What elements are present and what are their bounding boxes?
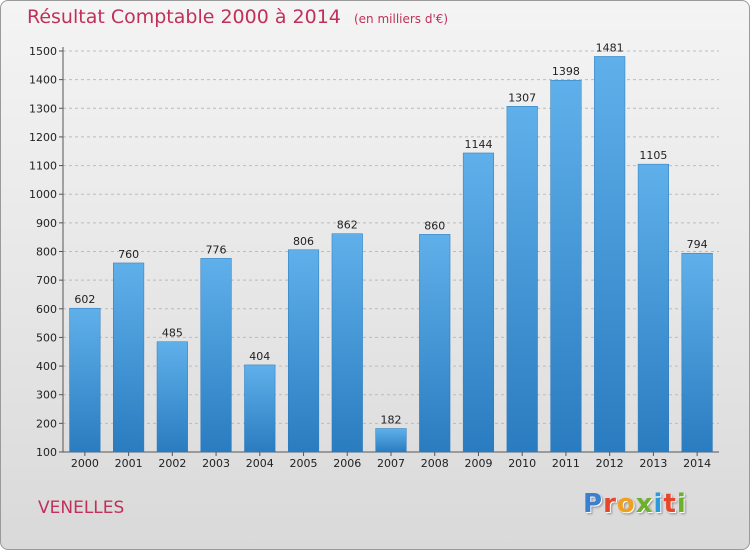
proxiti-logo: Proxiti	[583, 489, 687, 519]
chart-subtitle: (en milliers d'€)	[353, 12, 449, 26]
y-tick-label: 1100	[29, 160, 57, 173]
value-label-2000: 602	[74, 293, 95, 306]
value-label-2013: 1105	[639, 149, 667, 162]
bar-2014	[681, 252, 713, 453]
x-tick-label-2002: 2002	[158, 457, 186, 470]
x-tick-label-2007: 2007	[377, 457, 405, 470]
value-label-2003: 776	[206, 243, 227, 256]
bar-2013	[637, 163, 669, 453]
bar-2006	[331, 233, 363, 453]
x-tick-label-2009: 2009	[464, 457, 492, 470]
bar-2008	[419, 234, 451, 453]
bar-2003	[200, 258, 232, 453]
y-tick-label: 500	[36, 331, 57, 344]
y-tick-label: 1400	[29, 74, 57, 87]
bar-2000	[69, 307, 101, 453]
chart-title-block: Résultat Comptable 2000 à 2014 (en milli…	[27, 6, 448, 28]
y-tick-label: 900	[36, 217, 57, 230]
x-tick-label-2013: 2013	[639, 457, 667, 470]
y-tick-label: 300	[36, 389, 57, 402]
bar-2007	[375, 428, 407, 453]
value-label-2002: 485	[162, 327, 183, 340]
x-tick-label-2005: 2005	[290, 457, 318, 470]
logo-letter: r	[603, 489, 617, 519]
y-tick-label: 600	[36, 303, 57, 316]
y-tick-label: 100	[36, 446, 57, 459]
bar-2004	[244, 364, 276, 453]
logo-letter: i	[653, 489, 664, 519]
y-tick-label: 1300	[29, 102, 57, 115]
value-label-2005: 806	[293, 235, 314, 248]
x-tick-label-2011: 2011	[552, 457, 580, 470]
bar-2009	[462, 152, 495, 453]
value-label-2001: 760	[118, 248, 139, 261]
y-tick-label: 1500	[29, 45, 57, 58]
value-label-2006: 862	[337, 219, 358, 232]
bar-2012	[594, 56, 626, 453]
y-tick-label: 800	[36, 246, 57, 259]
logo-letter: i	[676, 489, 687, 519]
x-tick-label-2001: 2001	[115, 457, 143, 470]
bar-2002	[156, 341, 188, 453]
y-tick-label: 1000	[29, 188, 57, 201]
bar-2005	[287, 249, 320, 453]
value-label-2011: 1398	[552, 65, 580, 78]
value-label-2012: 1481	[596, 41, 624, 54]
x-tick-label-2004: 2004	[246, 457, 274, 470]
bar-2001	[113, 262, 145, 453]
x-tick-label-2000: 2000	[71, 457, 99, 470]
logo-letter: o	[616, 489, 636, 519]
y-tick-label: 400	[36, 360, 57, 373]
bar-2011	[550, 79, 582, 453]
x-tick-label-2008: 2008	[421, 457, 449, 470]
x-tick-label-2006: 2006	[333, 457, 361, 470]
logo-letter: t	[663, 489, 677, 519]
logo-letter: x	[635, 489, 654, 519]
logo-letter: P	[583, 489, 604, 519]
x-tick-label-2012: 2012	[596, 457, 624, 470]
value-label-2010: 1307	[508, 91, 536, 104]
y-tick-label: 1200	[29, 131, 57, 144]
y-tick-label: 700	[36, 274, 57, 287]
value-label-2014: 794	[687, 238, 708, 251]
place-name: VENELLES	[38, 498, 125, 518]
x-tick-label-2014: 2014	[683, 457, 711, 470]
value-label-2009: 1144	[464, 138, 492, 151]
value-label-2004: 404	[249, 350, 270, 363]
chart-title: Résultat Comptable 2000 à 2014	[27, 6, 341, 28]
x-tick-label-2003: 2003	[202, 457, 230, 470]
bar-2010	[506, 106, 538, 453]
x-tick-label-2010: 2010	[508, 457, 536, 470]
y-tick-label: 200	[36, 417, 57, 430]
value-label-2007: 182	[381, 414, 402, 427]
value-label-2008: 860	[424, 219, 445, 232]
